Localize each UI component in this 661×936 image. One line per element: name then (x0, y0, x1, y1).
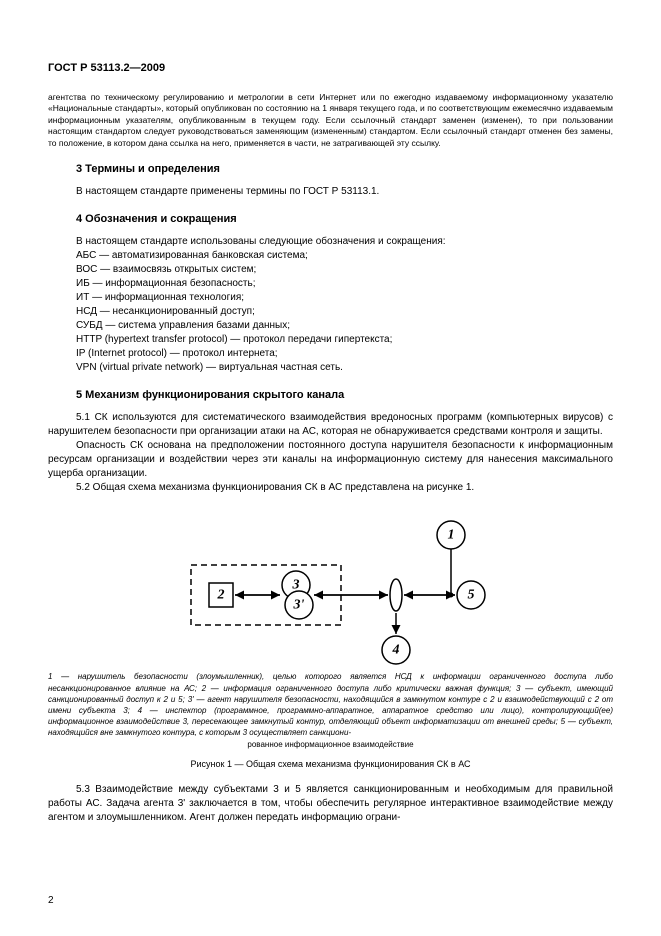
svg-text:5: 5 (467, 588, 474, 603)
abbreviation-list: АБС — автоматизированная банковская сист… (48, 249, 613, 375)
abbreviation-item: НСД — несанкционированный доступ; (48, 305, 613, 319)
figure-legend: 1 — нарушитель безопасности (злоумышленн… (48, 671, 613, 738)
section-3-heading: 3 Термины и определения (48, 163, 613, 175)
svg-text:4: 4 (391, 643, 399, 658)
figure-legend-tail: рованное информационное взаимодействие (48, 740, 613, 749)
p-5-1b: Опасность СК основана на предположении п… (48, 439, 613, 481)
section-5-heading: 5 Механизм функционирования скрытого кан… (48, 389, 613, 401)
figure-1-diagram: 2 3 3' 1 4 5 (48, 505, 613, 665)
abbreviation-item: HTTP (hypertext transfer protocol) — про… (48, 333, 613, 347)
abbreviation-item: ИТ — информационная технология; (48, 291, 613, 305)
page-number: 2 (48, 895, 54, 906)
p-5-2: 5.2 Общая схема механизма функционирован… (48, 481, 613, 495)
abbreviation-item: ВОС — взаимосвязь открытых систем; (48, 263, 613, 277)
page: ГОСТ Р 53113.2—2009 агентства по техниче… (0, 0, 661, 936)
p-5-1a: 5.1 СК используются для систематического… (48, 411, 613, 439)
p-5-3: 5.3 Взаимодействие между субъектами 3 и … (48, 783, 613, 825)
svg-text:3: 3 (291, 578, 299, 593)
abbreviation-item: IP (Internet protocol) — протокол интерн… (48, 347, 613, 361)
figure-1-caption: Рисунок 1 — Общая схема механизма функци… (48, 759, 613, 769)
section-4-intro: В настоящем стандарте использованы следу… (48, 235, 613, 249)
section-4-heading: 4 Обозначения и сокращения (48, 213, 613, 225)
intro-note: агентства по техническому регулированию … (48, 92, 613, 149)
svg-text:1: 1 (447, 528, 454, 543)
abbreviation-item: VPN (virtual private network) — виртуаль… (48, 361, 613, 375)
svg-text:2: 2 (216, 588, 224, 603)
diagram-svg: 2 3 3' 1 4 5 (151, 505, 511, 665)
abbreviation-item: АБС — автоматизированная банковская сист… (48, 249, 613, 263)
abbreviation-item: СУБД — система управления базами данных; (48, 319, 613, 333)
doc-header: ГОСТ Р 53113.2—2009 (48, 62, 613, 74)
svg-text:3': 3' (292, 598, 304, 613)
abbreviation-item: ИБ — информационная безопасность; (48, 277, 613, 291)
legend-body: 1 — нарушитель безопасности (злоумышленн… (48, 672, 613, 737)
section-3-text: В настоящем стандарте применены термины … (48, 185, 613, 199)
